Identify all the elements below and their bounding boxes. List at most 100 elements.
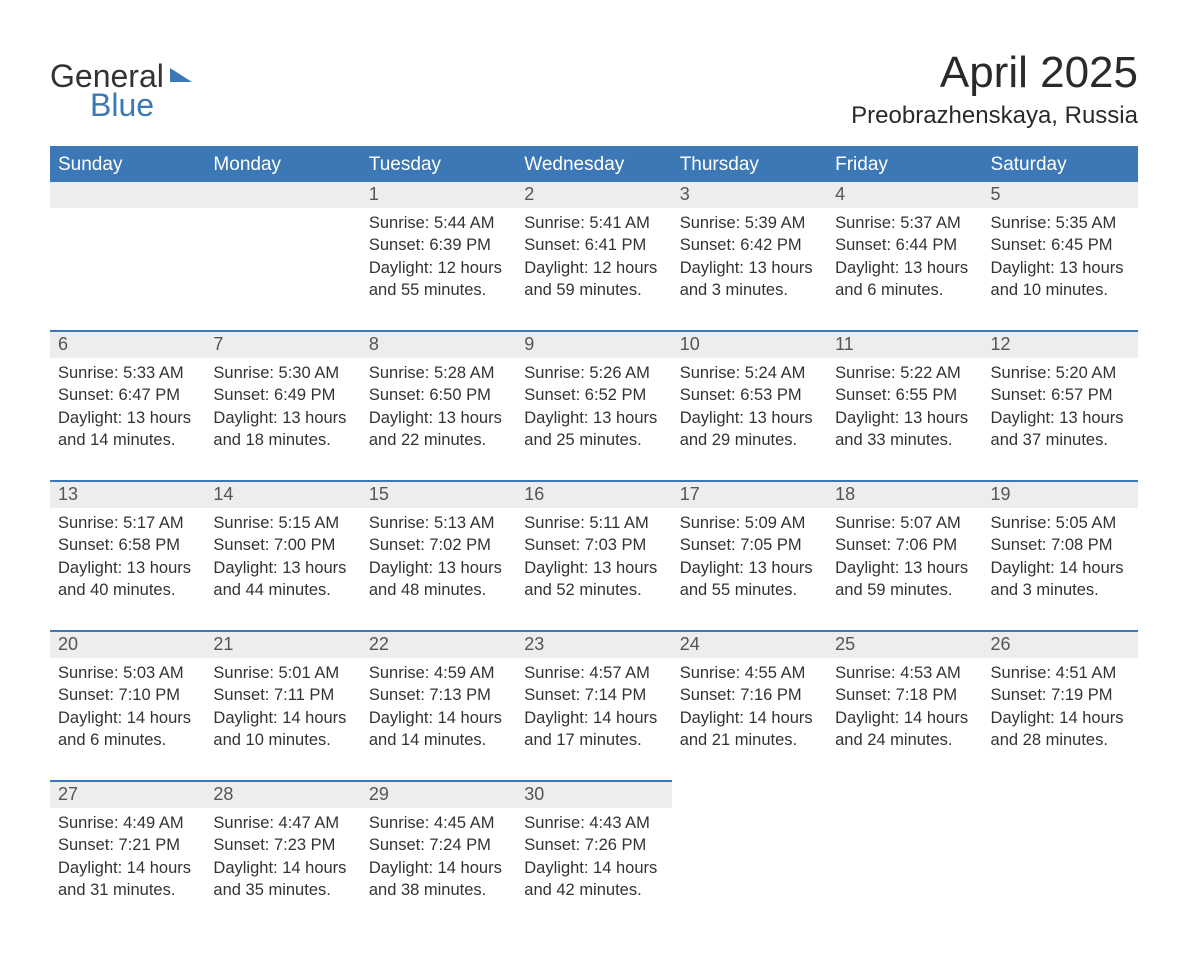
- day-body: Sunrise: 4:55 AMSunset: 7:16 PMDaylight:…: [672, 658, 827, 780]
- day-number: 28: [205, 782, 360, 808]
- day-number: 8: [361, 332, 516, 358]
- day-number: 29: [361, 782, 516, 808]
- sunset-line: Sunset: 6:53 PM: [680, 384, 819, 406]
- day-number: 24: [672, 632, 827, 658]
- daylight-line: Daylight: 13 hours and 59 minutes.: [835, 557, 974, 602]
- calendar-cell: [205, 182, 360, 331]
- day-number: 2: [516, 182, 671, 208]
- sunrise-line: Sunrise: 5:35 AM: [991, 212, 1130, 234]
- sunrise-line: Sunrise: 5:13 AM: [369, 512, 508, 534]
- daylight-line: Daylight: 14 hours and 14 minutes.: [369, 707, 508, 752]
- sail-icon: [170, 68, 192, 82]
- sunrise-line: Sunrise: 5:17 AM: [58, 512, 197, 534]
- sunrise-line: Sunrise: 4:53 AM: [835, 662, 974, 684]
- daylight-line: Daylight: 13 hours and 14 minutes.: [58, 407, 197, 452]
- calendar-cell: 17Sunrise: 5:09 AMSunset: 7:05 PMDayligh…: [672, 481, 827, 631]
- sunset-line: Sunset: 6:39 PM: [369, 234, 508, 256]
- day-number: [827, 781, 982, 807]
- daylight-line: Daylight: 14 hours and 42 minutes.: [524, 857, 663, 902]
- location-label: Preobrazhenskaya, Russia: [851, 102, 1138, 130]
- sunrise-line: Sunrise: 5:30 AM: [213, 362, 352, 384]
- daylight-line: Daylight: 12 hours and 59 minutes.: [524, 257, 663, 302]
- weekday-header: Saturday: [983, 147, 1138, 182]
- daylight-line: Daylight: 13 hours and 29 minutes.: [680, 407, 819, 452]
- day-number: 10: [672, 332, 827, 358]
- weekday-header: Friday: [827, 147, 982, 182]
- calendar-cell: 15 Sunrise: 5:13 AMSunset: 7:02 PMDayligh…: [361, 481, 516, 631]
- day-body: Sunrise: 5:20 AMSunset: 6:57 PMDaylight:…: [983, 358, 1138, 480]
- daylight-line: Daylight: 14 hours and 21 minutes.: [680, 707, 819, 752]
- sunrise-line: Sunrise: 5:24 AM: [680, 362, 819, 384]
- sunset-line: Sunset: 6:50 PM: [369, 384, 508, 406]
- calendar-page: General Blue April 2025 Preobrazhenskaya…: [0, 0, 1188, 970]
- day-number: 17: [672, 482, 827, 508]
- sunset-line: Sunset: 7:02 PM: [369, 534, 508, 556]
- calendar-cell: 24Sunrise: 4:55 AMSunset: 7:16 PMDayligh…: [672, 631, 827, 781]
- sunset-line: Sunset: 7:11 PM: [213, 684, 352, 706]
- day-body: Sunrise: 4:51 AMSunset: 7:19 PMDaylight:…: [983, 658, 1138, 780]
- sunset-line: Sunset: 6:49 PM: [213, 384, 352, 406]
- calendar-cell: 1 Sunrise: 5:44 AMSunset: 6:39 PMDaylight…: [361, 182, 516, 331]
- day-body: Sunrise: 4:43 AMSunset: 7:26 PMDaylight:…: [516, 808, 671, 930]
- calendar-cell: 26Sunrise: 4:51 AMSunset: 7:19 PMDayligh…: [983, 631, 1138, 781]
- day-body: Sunrise: 4:53 AMSunset: 7:18 PMDaylight:…: [827, 658, 982, 780]
- calendar-cell: [827, 781, 982, 930]
- sunrise-line: Sunrise: 5:37 AM: [835, 212, 974, 234]
- daylight-line: Daylight: 14 hours and 38 minutes.: [369, 857, 508, 902]
- sunrise-line: Sunrise: 5:28 AM: [369, 362, 508, 384]
- sunset-line: Sunset: 7:10 PM: [58, 684, 197, 706]
- day-number: 26: [983, 632, 1138, 658]
- day-body: Sunrise: 5:33 AMSunset: 6:47 PMDaylight:…: [50, 358, 205, 480]
- day-body: [827, 807, 982, 929]
- calendar-cell: 22Sunrise: 4:59 AMSunset: 7:13 PMDayligh…: [361, 631, 516, 781]
- day-number: 4: [827, 182, 982, 208]
- calendar-cell: [50, 182, 205, 331]
- day-body: Sunrise: 4:59 AMSunset: 7:13 PMDaylight:…: [361, 658, 516, 780]
- day-body: Sunrise: 4:49 AMSunset: 7:21 PMDaylight:…: [50, 808, 205, 930]
- calendar-cell: [983, 781, 1138, 930]
- day-body: Sunrise: 5:24 AMSunset: 6:53 PMDaylight:…: [672, 358, 827, 480]
- daylight-line: Daylight: 14 hours and 24 minutes.: [835, 707, 974, 752]
- weekday-header: Wednesday: [516, 147, 671, 182]
- sunset-line: Sunset: 7:00 PM: [213, 534, 352, 556]
- sunrise-line: Sunrise: 5:07 AM: [835, 512, 974, 534]
- calendar-cell: 10Sunrise: 5:24 AMSunset: 6:53 PMDayligh…: [672, 331, 827, 481]
- sunrise-line: Sunrise: 5:05 AM: [991, 512, 1130, 534]
- weekday-header: Tuesday: [361, 147, 516, 182]
- brand-word-2: Blue: [90, 87, 192, 124]
- sunset-line: Sunset: 6:58 PM: [58, 534, 197, 556]
- day-number: [672, 781, 827, 807]
- sunset-line: Sunset: 7:26 PM: [524, 834, 663, 856]
- daylight-line: Daylight: 13 hours and 48 minutes.: [369, 557, 508, 602]
- day-number: 1: [361, 182, 516, 208]
- page-header: General Blue April 2025 Preobrazhenskaya…: [50, 30, 1138, 140]
- day-number: 23: [516, 632, 671, 658]
- daylight-line: Daylight: 13 hours and 52 minutes.: [524, 557, 663, 602]
- calendar-week-row: 1Sunrise: 5:44 AMSunset: 6:39 PMDaylight…: [50, 182, 1138, 331]
- sunset-line: Sunset: 6:57 PM: [991, 384, 1130, 406]
- day-body: [50, 208, 205, 330]
- daylight-line: Daylight: 13 hours and 22 minutes.: [369, 407, 508, 452]
- day-number: 5: [983, 182, 1138, 208]
- calendar-cell: 14Sunrise: 5:15 AMSunset: 7:00 PMDayligh…: [205, 481, 360, 631]
- calendar-cell: 13Sunrise: 5:17 AMSunset: 6:58 PMDayligh…: [50, 481, 205, 631]
- day-number: 30: [516, 782, 671, 808]
- sunset-line: Sunset: 7:16 PM: [680, 684, 819, 706]
- sunrise-line: Sunrise: 5:39 AM: [680, 212, 819, 234]
- sunset-line: Sunset: 6:44 PM: [835, 234, 974, 256]
- day-body: Sunrise: 5:37 AMSunset: 6:44 PMDaylight:…: [827, 208, 982, 330]
- sunrise-line: Sunrise: 5:41 AM: [524, 212, 663, 234]
- daylight-line: Daylight: 12 hours and 55 minutes.: [369, 257, 508, 302]
- sunset-line: Sunset: 6:42 PM: [680, 234, 819, 256]
- daylight-line: Daylight: 13 hours and 55 minutes.: [680, 557, 819, 602]
- day-number: 18: [827, 482, 982, 508]
- day-number: 15: [361, 482, 516, 508]
- day-body: Sunrise: 4:47 AMSunset: 7:23 PMDaylight:…: [205, 808, 360, 930]
- day-number: [205, 182, 360, 208]
- sunrise-line: Sunrise: 5:22 AM: [835, 362, 974, 384]
- day-body: Sunrise: 5:41 AMSunset: 6:41 PMDaylight:…: [516, 208, 671, 330]
- day-number: 19: [983, 482, 1138, 508]
- sunrise-line: Sunrise: 5:44 AM: [369, 212, 508, 234]
- sunrise-line: Sunrise: 5:09 AM: [680, 512, 819, 534]
- day-number: 16: [516, 482, 671, 508]
